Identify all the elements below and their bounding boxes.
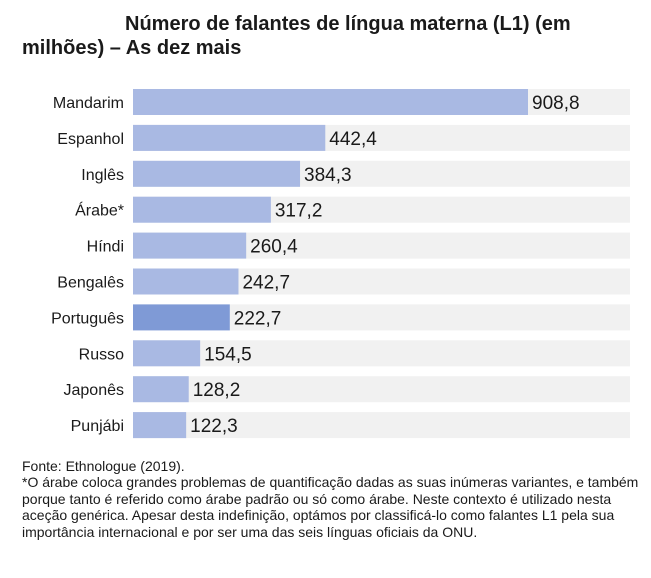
category-label: Japonês: [64, 382, 125, 399]
category-label: Punjábi: [71, 418, 124, 435]
category-label: Português: [51, 310, 124, 327]
bar-track: [133, 340, 630, 367]
bar-chart: Mandarim 908,8 Espanhol 442,4 Inglês 384,3 Ára…: [51, 89, 630, 439]
bar-6: [133, 268, 239, 295]
value-label: 908,8: [532, 93, 580, 114]
category-label: Híndi: [87, 239, 124, 256]
bar-5: [133, 232, 247, 259]
chart-title: Número de falantes de língua materna (L1…: [22, 13, 571, 59]
value-label: 260,4: [250, 237, 298, 258]
value-label: 222,7: [234, 308, 282, 329]
source-note: Fonte: Ethnologue (2019).: [22, 458, 185, 474]
bar-4: [133, 196, 271, 223]
value-label: 384,3: [304, 165, 352, 186]
bar-10: [133, 412, 187, 439]
bar-9: [133, 376, 189, 403]
category-label: Russo: [79, 346, 124, 363]
bar-7: [133, 304, 230, 331]
bar-track: [133, 412, 630, 439]
bar-1: [133, 89, 528, 115]
bar-track: [133, 376, 630, 403]
bar-8: [133, 340, 201, 367]
value-label: 128,2: [193, 380, 241, 401]
category-label: Árabe*: [75, 201, 124, 220]
value-label: 242,7: [242, 273, 290, 294]
value-label: 122,3: [190, 416, 238, 437]
category-label: Espanhol: [57, 131, 124, 148]
bar-3: [133, 160, 301, 187]
bar-2: [133, 124, 326, 151]
value-label: 154,5: [204, 344, 252, 365]
category-label: Bengalês: [57, 275, 124, 292]
value-label: 317,2: [275, 201, 323, 222]
footnote: *O árabe coloca grandes problemas de qua…: [22, 474, 639, 540]
value-label: 442,4: [329, 129, 377, 150]
category-label: Mandarim: [53, 95, 124, 112]
category-label: Inglês: [81, 167, 124, 184]
chart-notes: Fonte: Ethnologue (2019). *O árabe coloc…: [22, 458, 642, 540]
